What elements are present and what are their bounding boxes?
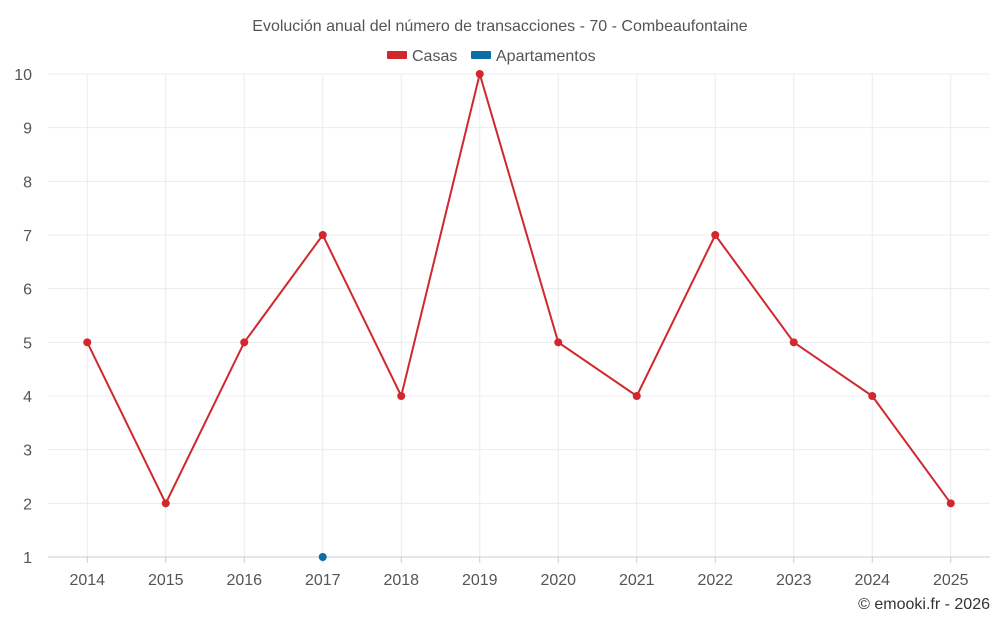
- chart-title: Evolución anual del número de transaccio…: [252, 18, 748, 35]
- y-tick-label: 2: [23, 496, 32, 513]
- x-tick-label: 2023: [776, 572, 812, 589]
- data-point-casas-2016[interactable]: [240, 338, 249, 347]
- grid-lines: [48, 73, 990, 557]
- data-point-casas-2014[interactable]: [83, 338, 92, 347]
- y-tick-label: 4: [23, 389, 32, 406]
- y-tick-label: 5: [23, 335, 32, 352]
- data-point-casas-2024[interactable]: [868, 392, 877, 400]
- x-tick-label: 2021: [619, 572, 655, 589]
- x-tick-label: 2014: [69, 572, 105, 589]
- x-tick-label: 2016: [226, 572, 262, 589]
- x-axis: 2014 2015 2016 2017 2018 2019 2020 2021 2022 2023…: [48, 556, 990, 589]
- x-tick-label: 2025: [933, 572, 969, 589]
- x-tick-label: 2019: [462, 572, 498, 589]
- data-point-casas-2015[interactable]: [161, 499, 170, 508]
- credit: © emooki.fr - 2026: [858, 596, 990, 613]
- y-tick-label: 3: [23, 443, 32, 460]
- legend-swatch-casas: [387, 51, 407, 59]
- y-tick-label: 10: [14, 67, 32, 84]
- x-tick-label: 2017: [305, 572, 341, 589]
- y-tick-label: 6: [23, 282, 32, 299]
- data-point-casas-2018[interactable]: [397, 392, 406, 400]
- y-tick-label: 9: [23, 121, 32, 138]
- data-point-casas-2022[interactable]: [711, 231, 720, 239]
- y-axis: 1 2 3 4 5 6 7 8 9 10: [14, 67, 32, 567]
- series-line-casas: [86, 70, 952, 506]
- x-tick-label: 2024: [854, 572, 890, 589]
- legend-label-casas[interactable]: Casas: [412, 48, 457, 65]
- data-point-casas-2019[interactable]: [475, 70, 484, 78]
- legend-label-apartamentos[interactable]: Apartamentos: [496, 48, 596, 65]
- x-tick-label: 2022: [697, 572, 733, 589]
- y-tick-label: 7: [23, 228, 32, 245]
- data-point-casas-2021[interactable]: [632, 392, 641, 400]
- legend-swatch-apartamentos: [471, 51, 491, 59]
- x-tick-label: 2020: [540, 572, 576, 589]
- y-tick-label: 8: [23, 174, 32, 191]
- data-point-casas-2023[interactable]: [789, 338, 798, 347]
- data-point-apartamentos-2017[interactable]: [318, 553, 327, 561]
- legend[interactable]: Casas Apartamentos: [387, 48, 596, 65]
- x-tick-label: 2018: [383, 572, 419, 589]
- data-point-casas-2020[interactable]: [554, 338, 563, 347]
- data-point-casas-2025[interactable]: [946, 499, 955, 508]
- data-point-casas-2017[interactable]: [318, 231, 327, 239]
- series-layer: [83, 70, 955, 561]
- x-tick-label: 2015: [148, 572, 184, 589]
- y-tick-label: 1: [23, 550, 32, 567]
